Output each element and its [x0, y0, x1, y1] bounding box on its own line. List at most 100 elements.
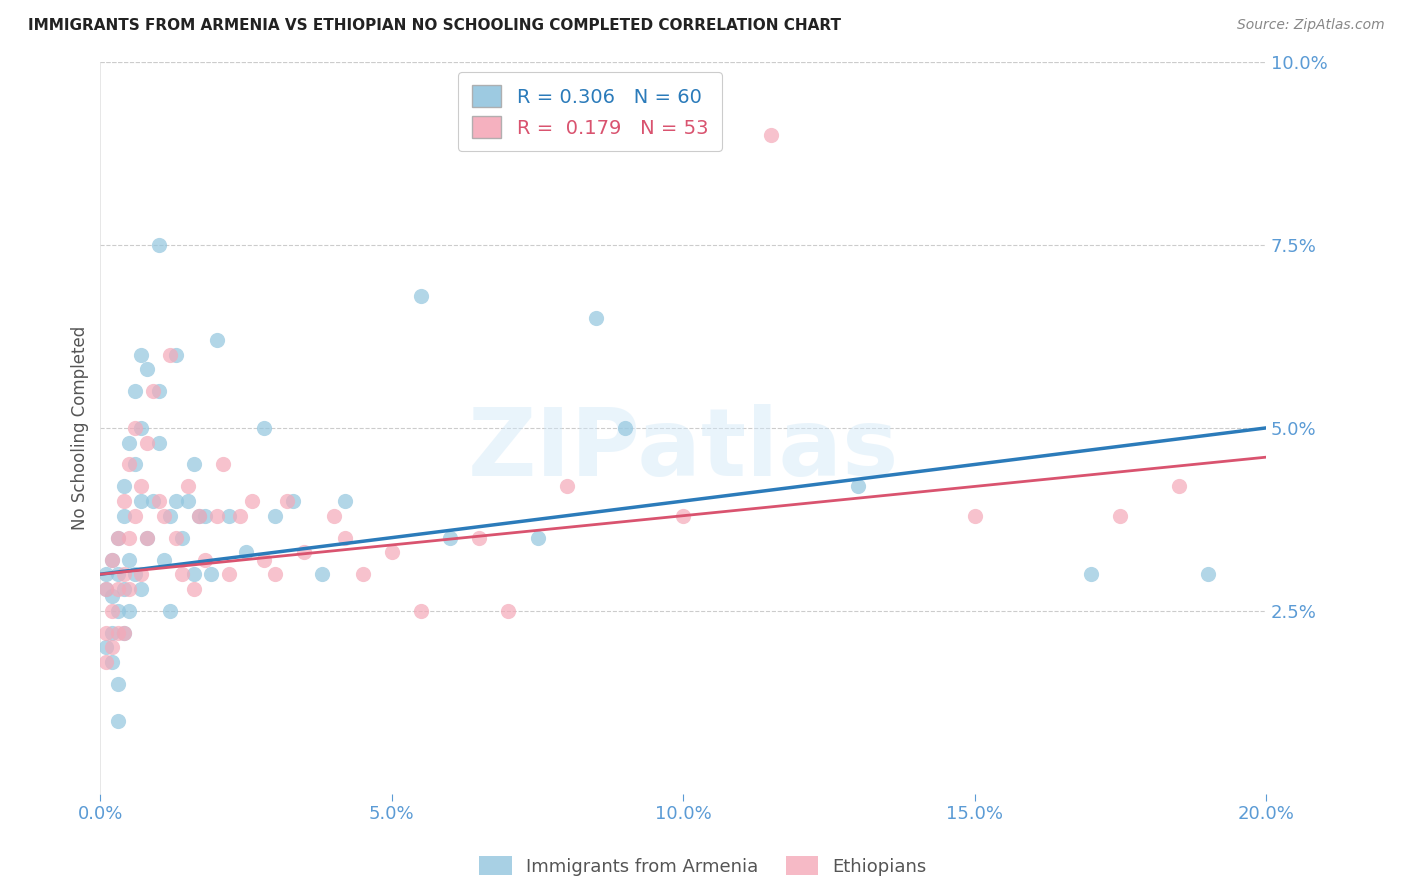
- Immigrants from Armenia: [1197, 567, 1219, 582]
- Immigrants from Armenia: [129, 582, 152, 596]
- Ethiopians: [112, 625, 135, 640]
- Immigrants from Armenia: [311, 567, 333, 582]
- Immigrants from Armenia: [333, 494, 356, 508]
- Ethiopians: [101, 552, 124, 566]
- Immigrants from Armenia: [165, 494, 187, 508]
- Ethiopians: [218, 567, 240, 582]
- Ethiopians: [124, 508, 146, 523]
- Immigrants from Armenia: [159, 508, 181, 523]
- Ethiopians: [96, 625, 118, 640]
- Immigrants from Armenia: [142, 494, 165, 508]
- Ethiopians: [183, 582, 205, 596]
- Ethiopians: [118, 458, 141, 472]
- Ethiopians: [159, 348, 181, 362]
- Ethiopians: [107, 531, 129, 545]
- Ethiopians: [229, 508, 252, 523]
- Immigrants from Armenia: [136, 362, 159, 376]
- Immigrants from Armenia: [96, 640, 118, 655]
- Immigrants from Armenia: [101, 589, 124, 603]
- Immigrants from Armenia: [129, 494, 152, 508]
- Immigrants from Armenia: [136, 531, 159, 545]
- Ethiopians: [468, 531, 491, 545]
- Ethiopians: [177, 479, 200, 493]
- Ethiopians: [211, 458, 233, 472]
- Ethiopians: [101, 604, 124, 618]
- Immigrants from Armenia: [96, 567, 118, 582]
- Ethiopians: [292, 545, 315, 559]
- Ethiopians: [759, 128, 782, 143]
- Ethiopians: [107, 625, 129, 640]
- Immigrants from Armenia: [526, 531, 548, 545]
- Y-axis label: No Schooling Completed: No Schooling Completed: [72, 326, 89, 530]
- Immigrants from Armenia: [107, 531, 129, 545]
- Immigrants from Armenia: [112, 625, 135, 640]
- Ethiopians: [205, 508, 228, 523]
- Ethiopians: [107, 582, 129, 596]
- Immigrants from Armenia: [252, 421, 274, 435]
- Immigrants from Armenia: [101, 655, 124, 669]
- Ethiopians: [118, 531, 141, 545]
- Ethiopians: [498, 604, 520, 618]
- Ethiopians: [188, 508, 211, 523]
- Immigrants from Armenia: [112, 582, 135, 596]
- Immigrants from Armenia: [613, 421, 636, 435]
- Ethiopians: [96, 582, 118, 596]
- Immigrants from Armenia: [124, 384, 146, 399]
- Immigrants from Armenia: [439, 531, 461, 545]
- Text: ZIPatlas: ZIPatlas: [468, 404, 898, 496]
- Immigrants from Armenia: [1080, 567, 1102, 582]
- Legend: Immigrants from Armenia, Ethiopians: Immigrants from Armenia, Ethiopians: [472, 849, 934, 883]
- Ethiopians: [264, 567, 287, 582]
- Immigrants from Armenia: [112, 479, 135, 493]
- Ethiopians: [124, 421, 146, 435]
- Ethiopians: [381, 545, 404, 559]
- Text: IMMIGRANTS FROM ARMENIA VS ETHIOPIAN NO SCHOOLING COMPLETED CORRELATION CHART: IMMIGRANTS FROM ARMENIA VS ETHIOPIAN NO …: [28, 18, 841, 33]
- Immigrants from Armenia: [200, 567, 222, 582]
- Ethiopians: [153, 508, 176, 523]
- Immigrants from Armenia: [183, 458, 205, 472]
- Legend: R = 0.306   N = 60, R =  0.179   N = 53: R = 0.306 N = 60, R = 0.179 N = 53: [458, 72, 721, 152]
- Immigrants from Armenia: [101, 625, 124, 640]
- Immigrants from Armenia: [188, 508, 211, 523]
- Ethiopians: [101, 640, 124, 655]
- Ethiopians: [194, 552, 217, 566]
- Immigrants from Armenia: [148, 435, 170, 450]
- Immigrants from Armenia: [148, 238, 170, 252]
- Immigrants from Armenia: [124, 458, 146, 472]
- Ethiopians: [129, 567, 152, 582]
- Immigrants from Armenia: [165, 348, 187, 362]
- Ethiopians: [1109, 508, 1132, 523]
- Ethiopians: [96, 655, 118, 669]
- Immigrants from Armenia: [107, 567, 129, 582]
- Ethiopians: [129, 479, 152, 493]
- Immigrants from Armenia: [118, 435, 141, 450]
- Ethiopians: [112, 494, 135, 508]
- Immigrants from Armenia: [264, 508, 287, 523]
- Text: Source: ZipAtlas.com: Source: ZipAtlas.com: [1237, 18, 1385, 32]
- Immigrants from Armenia: [124, 567, 146, 582]
- Ethiopians: [165, 531, 187, 545]
- Ethiopians: [352, 567, 374, 582]
- Immigrants from Armenia: [205, 333, 228, 347]
- Ethiopians: [112, 567, 135, 582]
- Immigrants from Armenia: [118, 604, 141, 618]
- Immigrants from Armenia: [170, 531, 193, 545]
- Ethiopians: [136, 531, 159, 545]
- Immigrants from Armenia: [218, 508, 240, 523]
- Immigrants from Armenia: [112, 508, 135, 523]
- Ethiopians: [118, 582, 141, 596]
- Ethiopians: [322, 508, 344, 523]
- Ethiopians: [170, 567, 193, 582]
- Immigrants from Armenia: [159, 604, 181, 618]
- Immigrants from Armenia: [101, 552, 124, 566]
- Immigrants from Armenia: [177, 494, 200, 508]
- Immigrants from Armenia: [153, 552, 176, 566]
- Ethiopians: [240, 494, 263, 508]
- Immigrants from Armenia: [409, 289, 432, 303]
- Immigrants from Armenia: [235, 545, 257, 559]
- Ethiopians: [333, 531, 356, 545]
- Ethiopians: [963, 508, 986, 523]
- Immigrants from Armenia: [194, 508, 217, 523]
- Ethiopians: [252, 552, 274, 566]
- Ethiopians: [409, 604, 432, 618]
